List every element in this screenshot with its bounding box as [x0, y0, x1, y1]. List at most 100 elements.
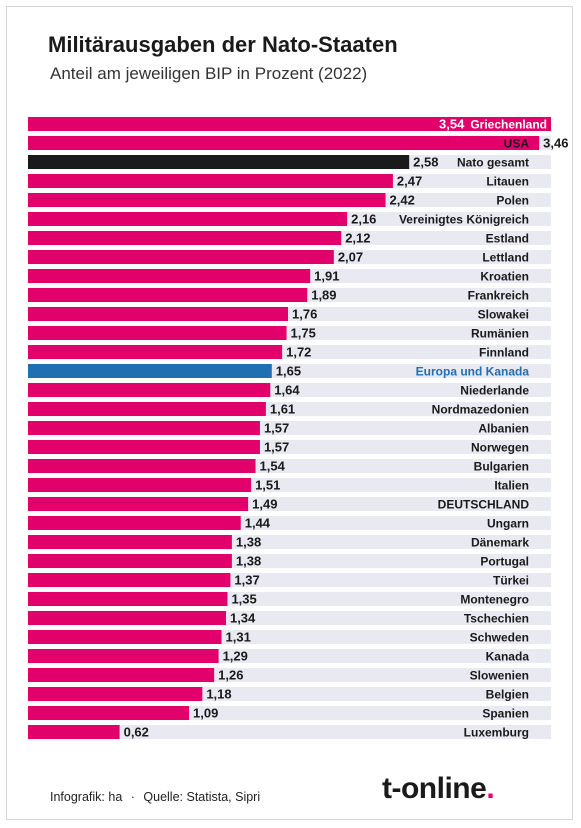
footer: Infografik: ha · Quelle: Statista, Sipri [50, 790, 260, 804]
value-label-schweden: 1,31 [226, 630, 251, 645]
value-label-spanien: 1,09 [193, 706, 218, 721]
category-label-frankreich: Frankreich [468, 289, 529, 303]
bar-litauen [28, 174, 393, 188]
bar-portugal [28, 554, 232, 568]
bar-ungarn [28, 516, 241, 530]
category-label-vereinigtes-königreich: Vereinigtes Königreich [399, 213, 529, 227]
bar-belgien [28, 687, 203, 701]
category-label-niederlande: Niederlande [460, 384, 529, 398]
category-label-polen: Polen [496, 194, 529, 208]
chart-title: Militärausgaben der Nato-Staaten [48, 32, 398, 57]
bar-lettland [28, 250, 334, 264]
bar-kanada [28, 649, 219, 663]
value-label-albanien: 1,57 [264, 421, 289, 436]
value-label-usa: 3,46 [543, 136, 568, 151]
bar-spanien [28, 706, 190, 720]
category-label-montenegro: Montenegro [460, 593, 529, 607]
bar-vereinigtes-königreich [28, 212, 348, 226]
category-label-kroatien: Kroatien [480, 270, 529, 284]
category-label-bulgarien: Bulgarien [474, 460, 529, 474]
value-label-kroatien: 1,91 [314, 269, 339, 284]
bar-europa-und-kanada [28, 364, 272, 378]
bar-nordmazedonien [28, 402, 266, 416]
category-label-portugal: Portugal [480, 555, 529, 569]
category-label-rumänien: Rumänien [471, 327, 529, 341]
value-label-nato-gesamt: 2,58 [413, 155, 438, 170]
bar-türkei [28, 573, 231, 587]
bar-griechenland [28, 117, 551, 131]
bar-italien [28, 478, 252, 492]
value-label-litauen: 2,47 [397, 174, 422, 189]
bar-dänemark [28, 535, 232, 549]
value-label-niederlande: 1,64 [274, 383, 300, 398]
bar-estland [28, 231, 342, 245]
bar-frankreich [28, 288, 308, 302]
value-label-kanada: 1,29 [223, 649, 248, 664]
bar-rumänien [28, 326, 287, 340]
category-label-nordmazedonien: Nordmazedonien [432, 403, 529, 417]
logo-dot: . [486, 772, 495, 805]
bar-usa [28, 136, 540, 150]
bar-norwegen [28, 440, 260, 454]
value-label-lettland: 2,07 [338, 250, 363, 265]
value-label-polen: 2,42 [390, 193, 415, 208]
row-background-luxemburg [28, 725, 551, 739]
value-label-frankreich: 1,89 [311, 288, 336, 303]
value-label-griechenland: 3,54 [439, 117, 465, 132]
category-label-lettland: Lettland [482, 251, 529, 265]
category-label-spanien: Spanien [482, 707, 529, 721]
category-label-finnland: Finnland [479, 346, 529, 360]
footer-separator: · [130, 790, 135, 804]
value-label-dänemark: 1,38 [236, 535, 261, 550]
t-online-logo: t-online. [382, 772, 495, 806]
value-label-belgien: 1,18 [206, 687, 231, 702]
bar-deutschland [28, 497, 249, 511]
category-label-dänemark: Dänemark [471, 536, 529, 550]
bar-schweden [28, 630, 222, 644]
value-label-ungarn: 1,44 [245, 516, 271, 531]
bar-kroatien [28, 269, 311, 283]
category-label-türkei: Türkei [493, 574, 529, 588]
value-label-estland: 2,12 [345, 231, 370, 246]
category-label-schweden: Schweden [470, 631, 529, 645]
bar-slowenien [28, 668, 215, 682]
category-label-italien: Italien [494, 479, 529, 493]
value-label-europa-und-kanada: 1,65 [276, 364, 301, 379]
value-label-nordmazedonien: 1,61 [270, 402, 295, 417]
category-label-kanada: Kanada [486, 650, 530, 664]
value-label-tschechien: 1,34 [230, 611, 256, 626]
category-label-ungarn: Ungarn [487, 517, 529, 531]
bar-tschechien [28, 611, 226, 625]
value-label-vereinigtes-königreich: 2,16 [351, 212, 376, 227]
bar-montenegro [28, 592, 228, 606]
category-label-usa: USA [504, 137, 530, 151]
value-label-bulgarien: 1,54 [260, 459, 286, 474]
bar-polen [28, 193, 386, 207]
source-note: Quelle: Statista, Sipri [143, 790, 261, 804]
value-label-rumänien: 1,75 [291, 326, 316, 341]
value-label-portugal: 1,38 [236, 554, 261, 569]
bar-niederlande [28, 383, 271, 397]
category-label-tschechien: Tschechien [464, 612, 529, 626]
category-label-luxemburg: Luxemburg [464, 726, 529, 740]
value-label-türkei: 1,37 [234, 573, 259, 588]
value-label-montenegro: 1,35 [231, 592, 256, 607]
category-label-europa-und-kanada: Europa und Kanada [416, 365, 530, 379]
category-label-albanien: Albanien [478, 422, 529, 436]
bar-finnland [28, 345, 283, 359]
value-label-deutschland: 1,49 [252, 497, 277, 512]
category-label-slowenien: Slowenien [470, 669, 529, 683]
bar-albanien [28, 421, 260, 435]
bar-nato-gesamt [28, 155, 410, 169]
bar-bulgarien [28, 459, 256, 473]
infografik-credit: Infografik: ha [50, 790, 123, 804]
category-label-griechenland: Griechenland [470, 118, 547, 132]
category-label-deutschland: DEUTSCHLAND [438, 498, 530, 512]
category-label-estland: Estland [486, 232, 529, 246]
value-label-italien: 1,51 [255, 478, 280, 493]
category-label-norwegen: Norwegen [471, 441, 529, 455]
category-label-slowakei: Slowakei [478, 308, 529, 322]
value-label-norwegen: 1,57 [264, 440, 289, 455]
logo-wordmark: t-online [382, 772, 487, 805]
